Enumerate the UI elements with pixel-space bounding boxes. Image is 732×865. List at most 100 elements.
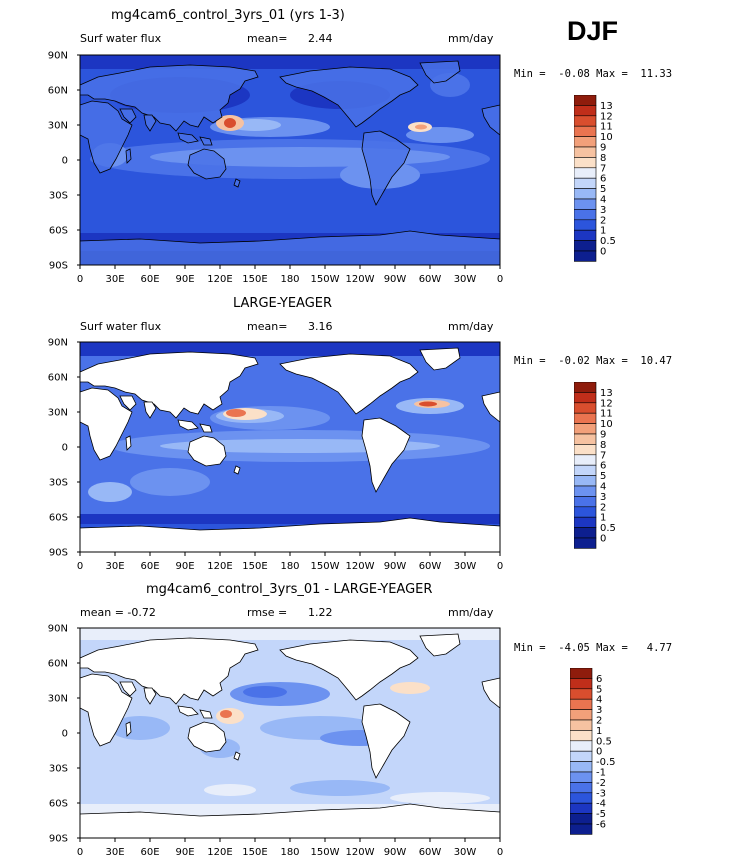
lon-label: 60E xyxy=(140,847,159,858)
colorbar-label: 4 xyxy=(596,695,602,706)
lat-label: 60N xyxy=(48,659,68,670)
colorbar-swatch xyxy=(569,792,593,804)
lon-label: 120E xyxy=(207,274,232,285)
colorbar-swatch xyxy=(573,219,597,231)
panel-1-variable-label: Surf water flux xyxy=(80,32,162,45)
colorbar-label: 5 xyxy=(596,684,602,695)
colorbar-label: 0.5 xyxy=(596,736,612,747)
colorbar-label: 13 xyxy=(600,388,613,399)
lat-label: 0 xyxy=(62,729,68,740)
colorbar-label: -4 xyxy=(596,799,606,810)
colorbar-label: 0.5 xyxy=(600,236,616,247)
colorbar-swatch xyxy=(573,485,597,497)
lat-label: 90N xyxy=(48,624,68,635)
colorbar-label: 9 xyxy=(600,143,606,154)
lon-label: 150W xyxy=(311,847,340,858)
colorbar-label: 9 xyxy=(600,430,606,441)
lon-label: 90E xyxy=(175,274,194,285)
colorbar-swatch xyxy=(569,761,593,773)
colorbar-label: -5 xyxy=(596,809,606,820)
lat-label: 0 xyxy=(62,443,68,454)
lon-label: 120W xyxy=(346,561,375,572)
colorbar-swatch xyxy=(573,94,597,106)
lon-label: 90E xyxy=(175,561,194,572)
colorbar-swatch xyxy=(573,506,597,518)
lon-label: 60W xyxy=(419,847,442,858)
colorbar-swatch xyxy=(569,698,593,710)
lon-label: 90W xyxy=(384,274,407,285)
panel-2-map: 90N 60N 30N 0 30S 60S 90S 0 30E 60E 90E 120E 150E 18… xyxy=(48,335,518,579)
colorbar-swatch xyxy=(569,750,593,762)
lon-label: 90W xyxy=(384,847,407,858)
colorbar-swatch xyxy=(573,527,597,539)
panel-2-title: LARGE-YEAGER xyxy=(233,296,333,311)
colorbar-swatch xyxy=(573,136,597,148)
panel-3-min-max: Min = -4.05 Max = 4.77 xyxy=(514,642,673,654)
colorbar-label: 10 xyxy=(600,132,613,143)
colorbar-label: 0.5 xyxy=(600,523,616,534)
colorbar-label: 6 xyxy=(596,674,602,685)
colorbar-swatch xyxy=(573,198,597,210)
colorbar-label: -2 xyxy=(596,778,606,789)
lon-label: 30E xyxy=(105,274,124,285)
colorbar-label: 12 xyxy=(600,398,613,409)
lon-label: 180 xyxy=(280,274,299,285)
lon-label: 150E xyxy=(242,847,267,858)
lon-label: 0 xyxy=(497,274,503,285)
lon-label: 120E xyxy=(207,561,232,572)
colorbar-label: 13 xyxy=(600,101,613,112)
lat-label: 30S xyxy=(49,191,68,202)
colorbar-label: 1 xyxy=(600,226,606,237)
colorbar-swatch xyxy=(573,516,597,528)
colorbar-label: 12 xyxy=(600,111,613,122)
colorbar-label: 1 xyxy=(600,513,606,524)
panel-2-mean-label: mean= xyxy=(247,320,288,333)
lon-label: 60E xyxy=(140,274,159,285)
colorbar-label: 1 xyxy=(596,726,602,737)
panel-3-colorbar: 6 5 4 3 2 1 0.5 0 -0.5 -1 -2 -3 -4 -5 -6 xyxy=(569,667,634,842)
colorbar-label: 4 xyxy=(600,482,606,493)
panel-1-map: 90N 60N 30N 0 30S 60S 90S 0 30E 60E 90E 120E 150E 18… xyxy=(48,48,518,292)
colorbar-label: 2 xyxy=(600,215,606,226)
colorbar-label: -0.5 xyxy=(596,757,616,768)
panel-3-map: 90N 60N 30N 0 30S 60S 90S 0 30E 60E 90E 120E 150E 18… xyxy=(48,621,518,865)
colorbar-swatch xyxy=(573,496,597,508)
colorbar-label: 4 xyxy=(600,195,606,206)
colorbar-swatch xyxy=(573,454,597,466)
colorbar-swatch xyxy=(573,240,597,252)
panel-2-units: mm/day xyxy=(448,320,494,333)
colorbar-swatch xyxy=(573,392,597,404)
colorbar-swatch xyxy=(573,229,597,241)
lat-label: 90S xyxy=(49,548,68,559)
colorbar-label: 0 xyxy=(600,534,606,545)
lon-label: 60W xyxy=(419,561,442,572)
lon-label: 0 xyxy=(77,847,83,858)
lon-label: 90E xyxy=(175,847,194,858)
panel-1-mean-value: 2.44 xyxy=(308,32,333,45)
panel-1-colorbar: 13 12 11 10 9 8 7 6 5 4 3 2 1 0.5 0 xyxy=(573,94,634,269)
colorbar-swatch xyxy=(573,423,597,435)
panel-1-min-max: Min = -0.08 Max = 11.33 xyxy=(514,68,673,80)
colorbar-label: 6 xyxy=(600,174,606,185)
lon-label: 150E xyxy=(242,274,267,285)
lon-label: 0 xyxy=(497,561,503,572)
lat-label: 0 xyxy=(62,156,68,167)
colorbar-swatch xyxy=(573,125,597,137)
colorbar-swatch xyxy=(573,105,597,117)
colorbar-swatch xyxy=(569,667,593,679)
colorbar-label: 5 xyxy=(600,471,606,482)
colorbar-label: 7 xyxy=(600,450,606,461)
lon-label: 30W xyxy=(454,847,477,858)
colorbar-swatch xyxy=(569,719,593,731)
lat-label: 60N xyxy=(48,86,68,97)
colorbar-swatch xyxy=(573,412,597,424)
lat-label: 60N xyxy=(48,373,68,384)
colorbar-label: -6 xyxy=(596,820,606,831)
colorbar-swatch xyxy=(573,146,597,158)
colorbar-swatch xyxy=(573,115,597,127)
colorbar-swatch xyxy=(569,709,593,721)
colorbar-swatch xyxy=(573,157,597,169)
colorbar-swatch xyxy=(573,464,597,476)
lat-label: 90S xyxy=(49,834,68,845)
colorbar-swatch xyxy=(569,813,593,825)
